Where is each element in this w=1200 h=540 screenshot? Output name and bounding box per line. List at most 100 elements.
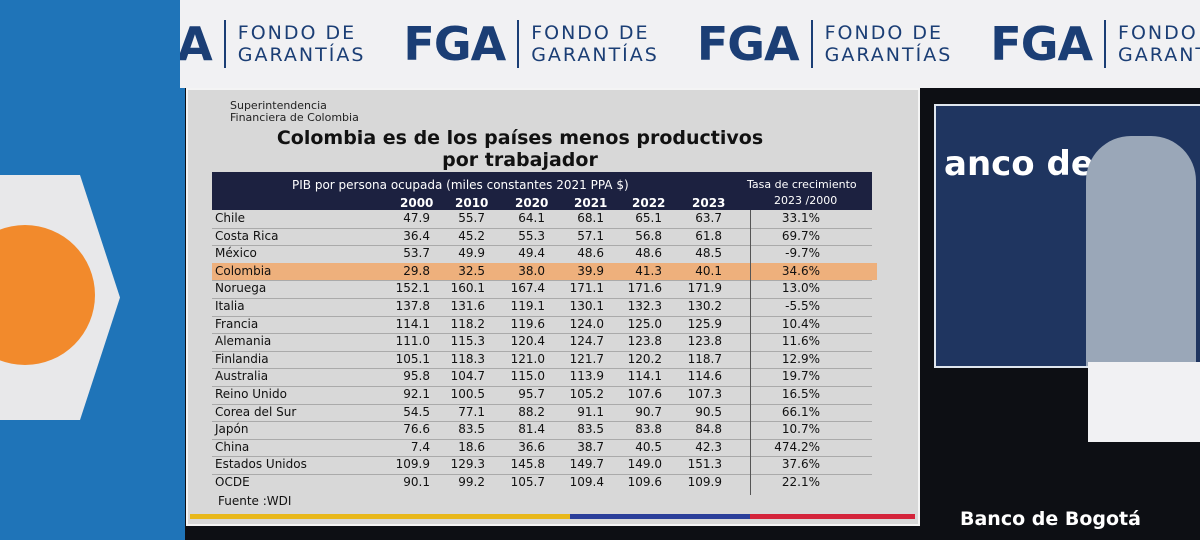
value-cell: 57.1 bbox=[577, 228, 604, 243]
value-cell: 105.2 bbox=[569, 387, 604, 401]
row-divider bbox=[212, 333, 872, 335]
value-cell: 109.9 bbox=[687, 475, 722, 489]
value-cell: 48.6 bbox=[577, 246, 604, 261]
brand-mark: FGA bbox=[403, 17, 506, 71]
source: Fuente :WDI bbox=[218, 494, 292, 508]
value-cell: 18.6 bbox=[458, 439, 485, 454]
slide bbox=[186, 88, 920, 526]
title-line: Colombia es de los países menos producti… bbox=[276, 127, 764, 149]
value-cell: 49.9 bbox=[458, 246, 485, 261]
value-cell: 65.1 bbox=[635, 211, 662, 225]
row-name: Corea del Sur bbox=[215, 404, 297, 419]
value-cell: 55.7 bbox=[458, 211, 485, 225]
value-cell: 84.8 bbox=[695, 422, 722, 437]
institution: Superintendencia Financiera de Colombia bbox=[230, 100, 359, 124]
value-cell: 120.4 bbox=[510, 334, 545, 349]
slide-title: Colombia es de los países menos producti… bbox=[190, 127, 850, 171]
row-divider bbox=[212, 227, 872, 229]
growth-cell: 66.1% bbox=[781, 404, 820, 419]
value-cell: 171.6 bbox=[627, 281, 662, 296]
row-divider bbox=[212, 245, 872, 247]
value-cell: 56.8 bbox=[635, 228, 662, 243]
highlight-row bbox=[212, 262, 877, 280]
institution-line: Superintendencia bbox=[230, 99, 327, 112]
value-cell: 120.2 bbox=[627, 351, 662, 366]
value-cell: 90.7 bbox=[635, 404, 662, 419]
value-cell: 125.9 bbox=[687, 316, 722, 331]
tagline-line: GARANTÍAS bbox=[531, 44, 659, 66]
value-cell: 118.2 bbox=[450, 316, 485, 331]
separator bbox=[1104, 20, 1107, 68]
growth-cell: 13.0% bbox=[781, 281, 820, 296]
growth-cell: 37.6% bbox=[781, 457, 820, 472]
row-divider bbox=[212, 368, 872, 370]
value-cell: 107.3 bbox=[687, 387, 722, 401]
value-cell: 39.9 bbox=[577, 263, 604, 278]
value-cell: 114.1 bbox=[627, 369, 662, 384]
video-screen: anco de Bo bbox=[934, 104, 1200, 368]
value-cell: 90.5 bbox=[695, 404, 722, 419]
value-cell: 32.5 bbox=[458, 263, 485, 278]
institution-line: Financiera de Colombia bbox=[230, 111, 359, 124]
value-cell: 130.1 bbox=[569, 299, 604, 313]
growth-cell: 34.6% bbox=[781, 263, 820, 278]
value-cell: 119.6 bbox=[510, 316, 545, 331]
value-cell: 124.7 bbox=[569, 334, 604, 349]
value-cell: 7.4 bbox=[410, 439, 430, 454]
row-divider bbox=[212, 438, 872, 440]
row-name: México bbox=[215, 246, 257, 261]
value-cell: 171.9 bbox=[687, 281, 722, 296]
row-name: Japón bbox=[215, 422, 249, 437]
row-name: OCDE bbox=[215, 475, 250, 489]
value-cell: 54.5 bbox=[403, 404, 430, 419]
value-cell: 151.3 bbox=[687, 457, 722, 472]
value-cell: 53.7 bbox=[403, 246, 430, 261]
value-cell: 113.9 bbox=[569, 369, 604, 384]
footer-text: Banco de Bogotá bbox=[960, 508, 1141, 530]
value-cell: 40.1 bbox=[695, 263, 722, 278]
value-cell: 149.7 bbox=[569, 457, 604, 472]
row-name: Alemania bbox=[215, 334, 272, 349]
separator bbox=[517, 20, 520, 68]
value-cell: 123.8 bbox=[687, 334, 722, 349]
tagline-line: GARANTÍAS bbox=[824, 44, 953, 66]
value-cell: 90.1 bbox=[403, 475, 430, 489]
row-name: Noruega bbox=[215, 281, 267, 296]
value-cell: 88.2 bbox=[518, 404, 545, 419]
row-name: Colombia bbox=[215, 263, 272, 278]
separator bbox=[223, 20, 226, 68]
value-cell: 83.5 bbox=[458, 422, 485, 437]
tricolor bbox=[190, 514, 915, 519]
column-divider bbox=[750, 210, 751, 495]
brand-mark: FGA bbox=[990, 17, 1093, 71]
year-header: 2022 bbox=[632, 196, 666, 210]
value-cell: 45.2 bbox=[458, 228, 485, 243]
value-cell: 111.0 bbox=[395, 334, 430, 349]
row-name: Reino Unido bbox=[215, 387, 287, 401]
growth-header: 2023 /2000 bbox=[774, 194, 838, 207]
year-header: 2023 bbox=[692, 196, 726, 210]
row-name: China bbox=[215, 439, 250, 454]
row-name: Francia bbox=[215, 316, 259, 331]
year-header: 2000 bbox=[400, 196, 434, 210]
value-cell: 99.2 bbox=[458, 475, 485, 489]
growth-cell: 474.2% bbox=[774, 439, 820, 454]
row-name: Estados Unidos bbox=[215, 457, 307, 472]
value-cell: 83.8 bbox=[635, 422, 662, 437]
value-cell: 130.2 bbox=[687, 299, 722, 313]
row-divider bbox=[212, 298, 872, 299]
tagline-line: FONDO DE bbox=[237, 22, 357, 44]
table-header: PIB por persona ocupada (miles constante… bbox=[212, 172, 872, 210]
growth-cell: 10.7% bbox=[781, 422, 820, 437]
year-header: 2021 bbox=[574, 196, 608, 210]
value-cell: 48.6 bbox=[635, 246, 662, 261]
value-cell: 40.5 bbox=[635, 439, 662, 454]
value-cell: 68.1 bbox=[577, 211, 604, 225]
value-cell: 29.8 bbox=[403, 263, 430, 278]
